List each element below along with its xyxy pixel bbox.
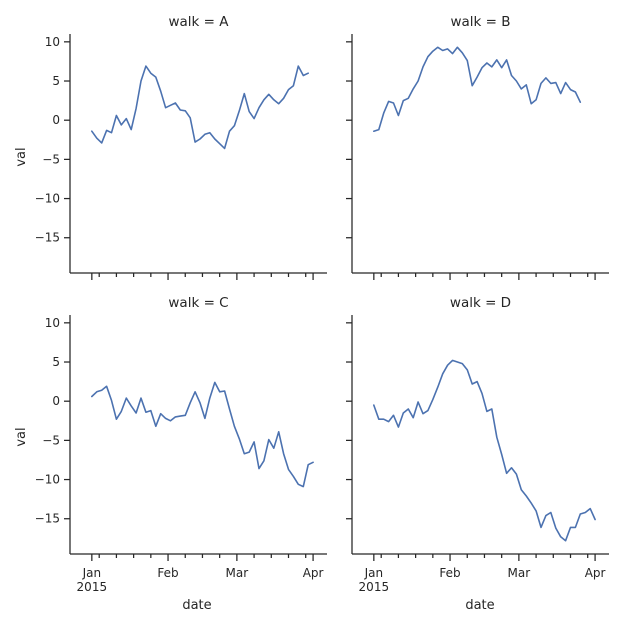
x-tick-label: Jan bbox=[82, 566, 102, 580]
y-tick-label: −10 bbox=[35, 192, 60, 206]
y-tick-label: −15 bbox=[35, 231, 60, 245]
y-tick-label: 0 bbox=[52, 113, 60, 127]
y-tick-label: −5 bbox=[42, 152, 60, 166]
y-tick-label: 10 bbox=[45, 35, 60, 49]
x-tick-sublabel: 2015 bbox=[359, 580, 390, 594]
y-axis-label-top: val bbox=[14, 147, 29, 166]
series-line-d bbox=[372, 359, 596, 542]
y-tick-label: 5 bbox=[52, 74, 60, 88]
series-line-a bbox=[91, 65, 310, 150]
facet-panels: walk = A 10 5 0 −5 −10 −15 walk = B walk = C 10 5 0… bbox=[35, 14, 609, 594]
x-tick-label: Mar bbox=[226, 566, 249, 580]
panel-title: walk = A bbox=[168, 14, 229, 30]
facet-panel-1: walk = A 10 5 0 −5 −10 −15 bbox=[35, 14, 327, 280]
y-tick-label: −5 bbox=[42, 433, 60, 447]
panel-title: walk = B bbox=[450, 14, 510, 30]
panel-title: walk = D bbox=[450, 295, 511, 311]
facet-panel-2: walk = B bbox=[346, 14, 609, 280]
y-axis-label-bottom: val bbox=[14, 427, 29, 446]
y-tick-label: 5 bbox=[52, 355, 60, 369]
x-tick-label: Apr bbox=[303, 566, 324, 580]
series-line-c bbox=[91, 381, 314, 488]
x-tick-label: Feb bbox=[157, 566, 178, 580]
y-tick-label: 0 bbox=[52, 394, 60, 408]
y-tick-label: −10 bbox=[35, 473, 60, 487]
x-tick-label: Apr bbox=[585, 566, 606, 580]
x-tick-label: Feb bbox=[439, 566, 460, 580]
y-tick-label: 10 bbox=[45, 316, 60, 330]
series-line-b bbox=[372, 46, 582, 132]
y-tick-label: −15 bbox=[35, 512, 60, 526]
x-tick-sublabel: 2015 bbox=[77, 580, 108, 594]
x-tick-label: Mar bbox=[508, 566, 531, 580]
x-tick-label: Jan bbox=[364, 566, 384, 580]
panel-title: walk = C bbox=[168, 295, 228, 311]
x-axis-label-left: date bbox=[182, 598, 211, 613]
x-axis-label-right: date bbox=[465, 598, 494, 613]
